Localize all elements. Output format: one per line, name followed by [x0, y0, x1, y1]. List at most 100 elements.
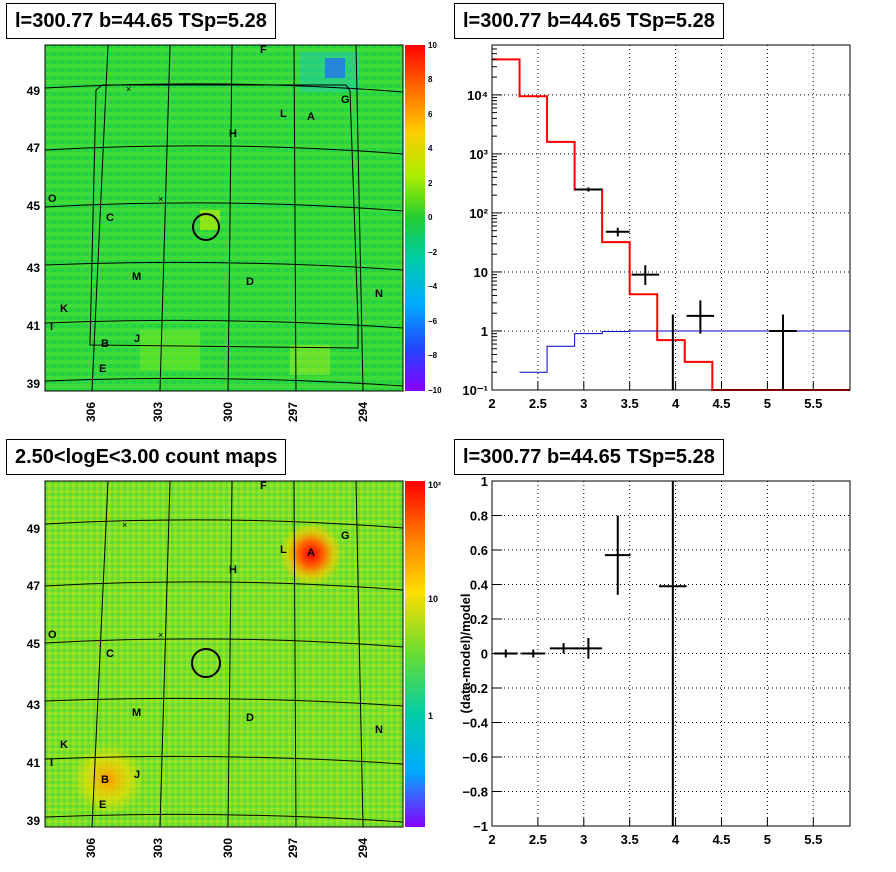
source-label: B	[101, 338, 109, 350]
source-label: F	[260, 480, 267, 492]
svg-text:−10: −10	[428, 386, 442, 395]
x-tick-label: 2	[488, 832, 495, 847]
x-tick-label: 4.5	[712, 832, 730, 847]
count-map-grid	[44, 480, 404, 828]
x-tick-label: 3.5	[621, 396, 639, 411]
residual-map-lat-labels: 49 47 45 43 41 39	[27, 84, 41, 391]
lon-label: 303	[151, 402, 165, 422]
ratio-data-point	[574, 637, 603, 659]
y-tick-label: 10³	[469, 147, 488, 162]
y-tick-label: 10²	[469, 206, 488, 221]
ratio-axes: 2 2.5 3 3.5 4 4.5 5 5.5 1 0.8 0.6 0.4 0.2 0 −0.2 −0.4 −0…	[458, 474, 851, 847]
source-label: E	[99, 363, 106, 375]
x-tick-label: 3	[580, 832, 587, 847]
lat-label: 43	[27, 698, 41, 712]
spectrum-data-point	[686, 300, 715, 334]
y-tick-label: 1	[481, 474, 488, 489]
lat-label: 41	[27, 756, 41, 770]
lat-label: 47	[27, 141, 41, 155]
spectrum-step-line	[492, 58, 850, 391]
ratio-panel: 2 2.5 3 3.5 4 4.5 5 5.5 1 0.8 0.6 0.4 0.2 0 −0.2 −0.4 −0…	[448, 436, 896, 872]
y-tick-label: 0	[481, 647, 488, 662]
residual-colorbar-ticks: 10 8 6 4 2 0 −2 −4 −6 −8 −10	[428, 41, 442, 395]
svg-text:×: ×	[126, 84, 131, 94]
y-tick-label: 1	[481, 324, 488, 339]
source-label: C	[106, 212, 114, 224]
y-tick-label: 10	[474, 265, 488, 280]
source-label: O	[48, 629, 57, 641]
source-label: G	[341, 530, 350, 542]
lat-label: 49	[27, 522, 41, 536]
ratio-data-point	[549, 643, 578, 654]
ratio-data-point	[604, 515, 631, 595]
y-tick-label: 0.4	[470, 578, 489, 593]
spectrum-axes: 2 2.5 3 3.5 4 4.5 5 5.5 10⁻¹ 1 10 10² 10³ 10⁴	[462, 44, 851, 411]
residual-map-sources: F G L A H O C M D N K I B J E	[48, 44, 383, 375]
source-label: D	[246, 712, 254, 724]
lon-label: 306	[84, 402, 98, 422]
spectrum-data-point	[605, 227, 630, 237]
ratio-grid	[491, 480, 850, 827]
target-circle	[192, 213, 220, 241]
lat-label: 49	[27, 84, 41, 98]
y-tick-label: −0.6	[462, 750, 488, 765]
y-tick-label: 0.2	[470, 612, 488, 627]
lat-label: 41	[27, 319, 41, 333]
lon-label: 300	[221, 402, 235, 422]
svg-text:−8: −8	[428, 351, 438, 360]
y-tick-label: 0.6	[470, 543, 488, 558]
svg-text:4: 4	[428, 144, 433, 153]
lon-label: 303	[151, 838, 165, 858]
count-map-panel: × × 49 47 45 43 41 39 306 303 300 297 29…	[0, 436, 448, 872]
svg-text:10: 10	[428, 41, 437, 50]
lat-label: 39	[27, 377, 41, 391]
ratio-data-point	[659, 481, 687, 826]
x-tick-label: 5	[764, 396, 771, 411]
residual-map-title: l=300.77 b=44.65 TSp=5.28	[6, 3, 276, 39]
source-label: J	[134, 333, 140, 345]
source-label: N	[375, 288, 383, 300]
y-tick-label: −0.4	[462, 716, 488, 731]
spectrum-title: l=300.77 b=44.65 TSp=5.28	[454, 3, 724, 39]
svg-text:6: 6	[428, 110, 433, 119]
count-colorbar	[405, 481, 425, 827]
lat-label: 47	[27, 579, 41, 593]
count-map-svg: × × 49 47 45 43 41 39 306 303 300 297 29…	[27, 480, 441, 858]
residual-map-svg: × × 49 47 45 43 41 39 306 303 300 297 29…	[27, 41, 442, 422]
spectrum-series	[492, 58, 850, 391]
spectrum-data-point	[769, 314, 797, 390]
svg-text:×: ×	[158, 194, 163, 204]
svg-text:10²: 10²	[428, 480, 441, 490]
source-label: H	[229, 564, 237, 576]
spectrum-svg: 2 2.5 3 3.5 4 4.5 5 5.5 10⁻¹ 1 10 10² 10³ 10⁴	[462, 44, 851, 411]
source-label: M	[132, 271, 141, 283]
source-label: L	[280, 108, 287, 120]
x-tick-label: 3	[580, 396, 587, 411]
source-label: O	[48, 193, 57, 205]
spectrum-data-point	[631, 265, 660, 286]
count-colorbar-ticks: 10² 10 1	[428, 480, 441, 721]
spectrum-frame	[491, 44, 851, 391]
source-label: C	[106, 648, 114, 660]
source-label: A	[307, 547, 315, 559]
spectrum-step-line	[519, 330, 850, 373]
y-tick-label: −0.8	[462, 785, 488, 800]
x-tick-label: 2.5	[529, 396, 547, 411]
lat-label: 39	[27, 814, 41, 828]
y-tick-label: −1	[473, 819, 488, 834]
source-label: D	[246, 276, 254, 288]
ratio-title: l=300.77 b=44.65 TSp=5.28	[454, 439, 724, 475]
lon-label: 297	[286, 838, 300, 858]
source-label: F	[260, 44, 267, 56]
svg-text:−6: −6	[428, 317, 438, 326]
y-tick-label: 10⁴	[467, 88, 488, 103]
count-map-lon-labels: 306 303 300 297 294	[84, 838, 370, 858]
lon-label: 294	[356, 838, 370, 858]
source-label: J	[134, 769, 140, 781]
x-tick-label: 3.5	[621, 832, 639, 847]
x-tick-label: 5	[764, 832, 771, 847]
svg-text:−4: −4	[428, 282, 438, 291]
source-label: B	[101, 774, 109, 786]
lon-label: 300	[221, 838, 235, 858]
y-tick-label: −0.2	[462, 681, 488, 696]
